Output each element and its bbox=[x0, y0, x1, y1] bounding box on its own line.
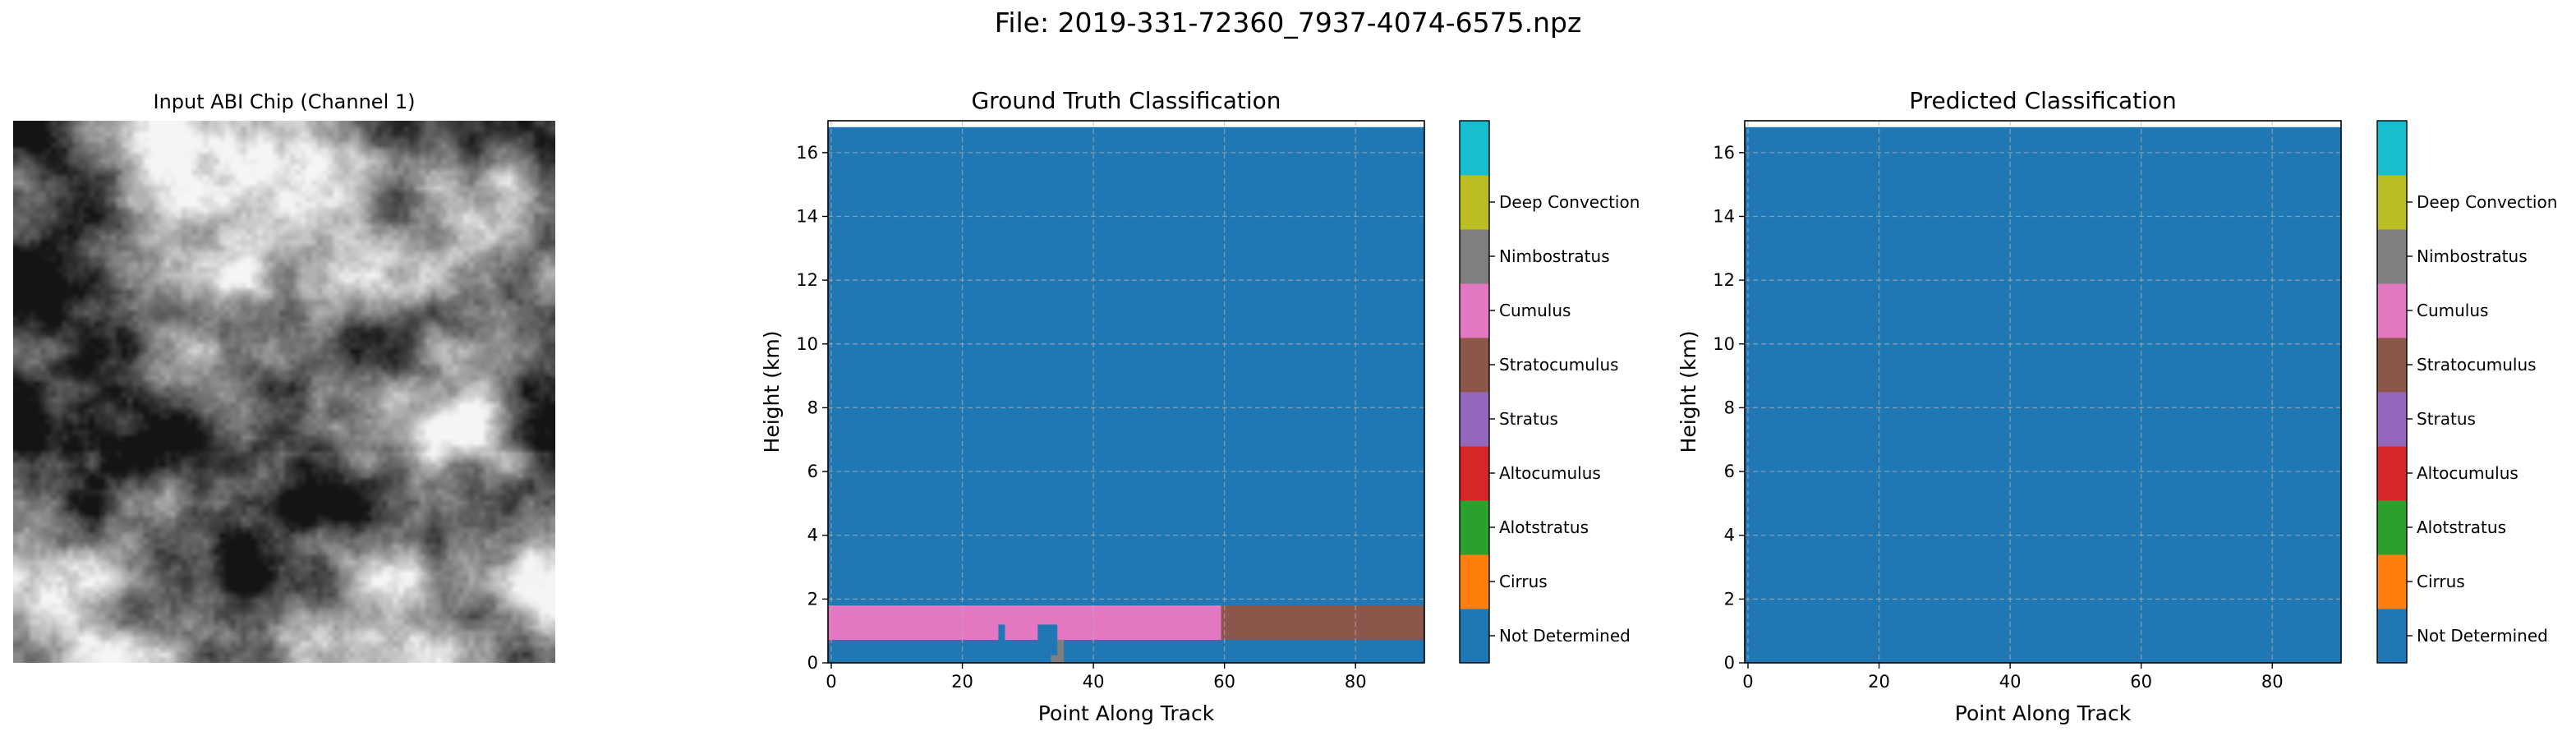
x-tick-label: 0 bbox=[1742, 672, 1753, 692]
x-tick-label: 60 bbox=[1213, 672, 1235, 692]
colorbar-label: Cumulus bbox=[2417, 301, 2488, 320]
x-axis-label: Point Along Track bbox=[1038, 701, 1215, 725]
colorbar-frame bbox=[1459, 120, 1490, 664]
colorbar-label: Not Determined bbox=[1499, 626, 1631, 646]
colorbar-label: Stratus bbox=[2417, 409, 2476, 429]
x-tick-label: 40 bbox=[1999, 672, 2022, 692]
colorbar-label: Altocumulus bbox=[2417, 463, 2518, 483]
x-tick-label: 0 bbox=[826, 672, 836, 692]
figure-title: File: 2019-331-72360_7937-4074-6575.npz bbox=[994, 7, 1582, 39]
colorbar-swatch-5 bbox=[1460, 338, 1489, 393]
colorbar-swatch-7 bbox=[2377, 229, 2407, 284]
colorbar-swatch-4 bbox=[2377, 392, 2407, 447]
colorbar-swatch-7 bbox=[1460, 229, 1489, 284]
colorbar-swatch-9 bbox=[1460, 121, 1489, 176]
colorbar-swatch-8 bbox=[1460, 175, 1489, 230]
input-abi-chip-image bbox=[13, 121, 555, 663]
y-tick-label: 16 bbox=[796, 143, 818, 163]
colorbar-swatch-5 bbox=[2377, 338, 2407, 393]
colorbar-swatch-2 bbox=[1460, 500, 1489, 555]
x-axis-label: Point Along Track bbox=[1955, 701, 2132, 725]
heatmap-cell-0 bbox=[828, 605, 1221, 641]
colorbar-label: Deep Convection bbox=[1499, 192, 1640, 212]
heatmap-cell-1 bbox=[1221, 605, 1424, 641]
y-tick-label: 12 bbox=[796, 270, 818, 290]
colorbar-label: Not Determined bbox=[2417, 626, 2548, 646]
x-tick-label: 20 bbox=[1868, 672, 1890, 692]
y-tick-label: 8 bbox=[807, 398, 818, 417]
colorbar-swatch-2 bbox=[2377, 500, 2407, 555]
heatmap-cell-5 bbox=[1051, 640, 1058, 655]
colorbar-swatch-1 bbox=[1460, 554, 1489, 609]
colorbar-label: Alotstratus bbox=[2417, 517, 2506, 537]
colorbar-label: Cirrus bbox=[2417, 572, 2465, 591]
y-tick-label: 14 bbox=[1713, 206, 1735, 226]
colorbar-label: Nimbostratus bbox=[1499, 246, 1610, 266]
colorbar-label: Stratocumulus bbox=[2417, 355, 2537, 375]
heatmap-cell-2 bbox=[998, 624, 1005, 641]
x-tick-label: 80 bbox=[1345, 672, 1367, 692]
colorbar-label: Stratus bbox=[1499, 409, 1558, 429]
x-tick-label: 60 bbox=[2130, 672, 2152, 692]
y-tick-label: 2 bbox=[1724, 589, 1735, 609]
y-axis-label: Height (km) bbox=[1677, 331, 1700, 453]
heatmap-background bbox=[1745, 126, 2341, 663]
axes-frame bbox=[827, 120, 1425, 664]
x-tick-label: 80 bbox=[2261, 672, 2284, 692]
axes-frame bbox=[1744, 120, 2342, 664]
y-tick-label: 4 bbox=[1724, 526, 1735, 545]
y-axis-label: Height (km) bbox=[760, 331, 784, 453]
y-tick-label: 14 bbox=[796, 206, 818, 226]
y-tick-label: 0 bbox=[1724, 653, 1735, 673]
y-tick-label: 6 bbox=[807, 462, 818, 481]
x-tick-label: 40 bbox=[1083, 672, 1105, 692]
colorbar-label: Altocumulus bbox=[1499, 463, 1601, 483]
colorbar-frame bbox=[2376, 120, 2408, 664]
colorbar-label: Cirrus bbox=[1499, 572, 1548, 591]
panel-title: Predicted Classification bbox=[1909, 87, 2177, 114]
colorbar-swatch-9 bbox=[2377, 121, 2407, 176]
colorbar-swatch-6 bbox=[1460, 283, 1489, 338]
colorbar-swatch-1 bbox=[2377, 554, 2407, 609]
colorbar-swatch-4 bbox=[1460, 392, 1489, 447]
panel-title: Ground Truth Classification bbox=[971, 87, 1281, 114]
colorbar-swatch-3 bbox=[1460, 446, 1489, 501]
y-tick-label: 2 bbox=[807, 589, 818, 609]
colorbar-label: Cumulus bbox=[1499, 301, 1571, 320]
colorbar-swatch-0 bbox=[2377, 609, 2407, 664]
y-tick-label: 16 bbox=[1713, 143, 1735, 163]
input-chip-title: Input ABI Chip (Channel 1) bbox=[153, 90, 416, 113]
colorbar-swatch-8 bbox=[2377, 175, 2407, 230]
colorbar-label: Stratocumulus bbox=[1499, 355, 1619, 375]
heatmap-cell-3 bbox=[1037, 624, 1058, 641]
colorbar-label: Deep Convection bbox=[2417, 192, 2557, 212]
y-tick-label: 6 bbox=[1724, 462, 1735, 481]
y-tick-label: 10 bbox=[796, 334, 818, 354]
y-tick-label: 8 bbox=[1724, 398, 1735, 417]
colorbar-label: Nimbostratus bbox=[2417, 246, 2528, 266]
x-tick-label: 20 bbox=[951, 672, 973, 692]
y-tick-label: 4 bbox=[807, 526, 818, 545]
colorbar-label: Alotstratus bbox=[1499, 517, 1589, 537]
y-tick-label: 0 bbox=[807, 653, 818, 673]
y-tick-label: 12 bbox=[1713, 270, 1735, 290]
colorbar-swatch-6 bbox=[2377, 283, 2407, 338]
colorbar-swatch-3 bbox=[2377, 446, 2407, 501]
colorbar-swatch-0 bbox=[1460, 609, 1489, 664]
y-tick-label: 10 bbox=[1713, 334, 1735, 354]
